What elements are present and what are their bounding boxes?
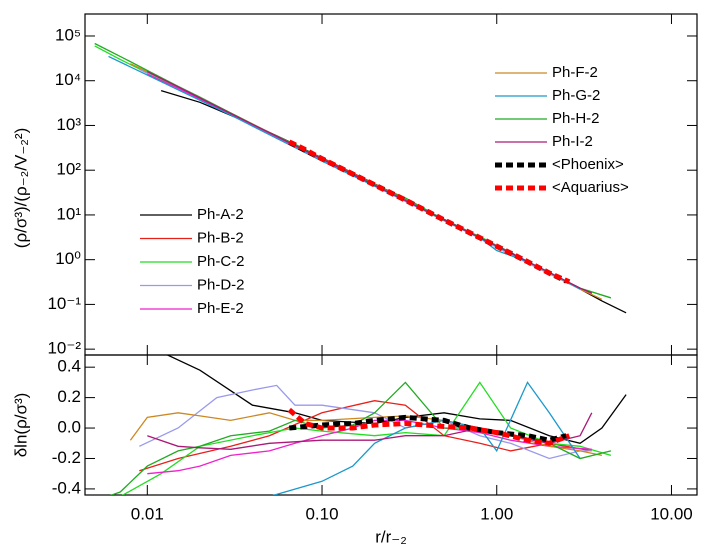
legend-label: Ph-D-2	[197, 276, 245, 293]
y-tick-label: 10⁵	[55, 25, 81, 44]
y-tick-label: -0.2	[52, 448, 81, 467]
legend-label: Ph-H-2	[552, 110, 600, 127]
x-tick-label: 1.00	[480, 504, 513, 523]
legend-label: Ph-F-2	[552, 64, 598, 81]
y-axis-title: (ρ/σ³)/(ρ₋₂/V₋₂²)	[11, 128, 30, 248]
legend-label: Ph-C-2	[197, 253, 245, 270]
x-tick-label: 0.10	[305, 504, 338, 523]
y-tick-label: 0.4	[57, 357, 81, 376]
data-line	[121, 381, 612, 495]
x-tick-label: 0.01	[131, 504, 164, 523]
y-tick-label: 10¹	[56, 204, 81, 223]
legend-label: <Aquarius>	[552, 179, 629, 196]
y-tick-label: 10⁴	[55, 70, 81, 89]
y-tick-label: 10²	[56, 160, 81, 179]
plot-area	[109, 355, 627, 495]
data-line	[94, 42, 612, 299]
data-line	[289, 414, 567, 443]
y-tick-label: 10³	[56, 115, 81, 134]
y-tick-label: 10⁻²	[47, 339, 81, 358]
data-line	[147, 412, 593, 450]
y-tick-label: -0.4	[52, 478, 81, 497]
data-line	[288, 139, 571, 285]
legend-label: Ph-A-2	[197, 206, 244, 223]
data-line	[287, 407, 571, 446]
y-axis-title: δln(ρ/σ³)	[11, 393, 30, 458]
y-tick-label: 10⁻¹	[47, 294, 81, 313]
data-line	[272, 381, 581, 495]
x-tick-label: 10.00	[650, 504, 693, 523]
legend-label: Ph-E-2	[197, 300, 244, 317]
y-tick-label: 0.0	[57, 418, 81, 437]
data-line	[147, 419, 592, 475]
y-tick-label: 0.2	[57, 387, 81, 406]
x-axis-title: r/r₋₂	[375, 527, 407, 546]
legend-label: <Phoenix>	[552, 156, 624, 173]
bottom-frame	[84, 354, 698, 496]
data-line	[165, 355, 627, 445]
y-tick-label: 10⁰	[55, 249, 81, 268]
legend-label: Ph-G-2	[552, 87, 600, 104]
legend-label: Ph-I-2	[552, 133, 593, 150]
plot-area	[94, 42, 627, 314]
legend-label: Ph-B-2	[197, 229, 244, 246]
